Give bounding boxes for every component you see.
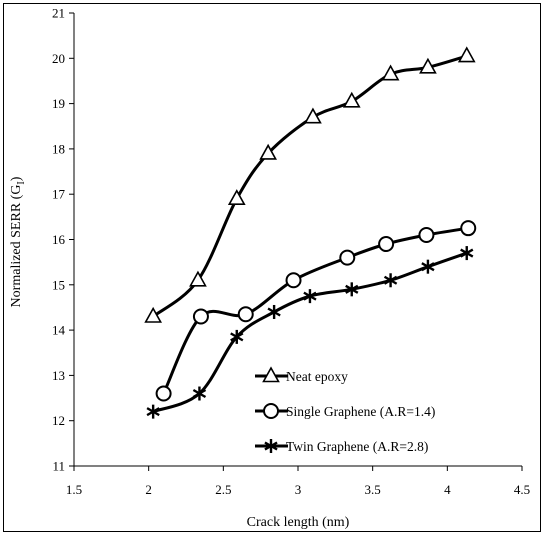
legend-marker [264, 439, 278, 453]
y-axis-label: Normalized SERR (GI) [9, 176, 27, 307]
ticks: 11 12 13 14 15 16 17 18 19 20 21 1.5 2 2.5 3 3.5 4 4.5 [52, 6, 530, 498]
data-point [227, 189, 246, 206]
x-tick-label: 3 [295, 482, 302, 497]
series-triangle [144, 46, 476, 323]
x-tick-label: 4 [444, 482, 451, 497]
y-tick-label: 11 [52, 459, 65, 474]
y-tick-label: 18 [52, 141, 65, 156]
data-point [339, 249, 356, 266]
data-point [383, 273, 398, 288]
y-tick-label: 14 [52, 323, 66, 338]
data-point [378, 236, 395, 253]
legend-marker [263, 403, 279, 419]
data-point [419, 57, 437, 74]
legend: Neat epoxy Single Graphene (A.R=1.4) Twin … [255, 366, 435, 454]
data-point [303, 289, 317, 304]
legend-label: Neat epoxy [286, 369, 348, 384]
data-point [460, 246, 474, 261]
x-tick-label: 4.5 [514, 482, 530, 497]
y-tick-label: 15 [52, 277, 65, 292]
data-point [457, 46, 476, 63]
legend-item: Twin Graphene (A.R=2.8) [255, 439, 428, 454]
data-point [237, 306, 254, 323]
y-tick-label: 19 [52, 96, 65, 111]
legend-label: Single Graphene (A.R=1.4) [286, 404, 435, 419]
data-point [146, 404, 160, 419]
x-axis-label: Crack length (nm) [247, 515, 350, 530]
legend-item: Neat epoxy [255, 366, 348, 384]
data-point [342, 91, 361, 108]
data-point [267, 304, 281, 319]
data-point [144, 306, 163, 323]
x-tick-label: 3.5 [365, 482, 381, 497]
y-axis-label-sub: I [16, 181, 27, 184]
y-axis-label-close: ) [9, 176, 24, 181]
x-tick-label: 2 [145, 482, 152, 497]
y-tick-label: 20 [52, 51, 65, 66]
data-point [421, 259, 435, 274]
data-point [192, 386, 207, 401]
series-layer [144, 46, 477, 419]
axes [73, 13, 522, 467]
data-point [189, 270, 207, 287]
legend-marker [262, 366, 280, 383]
data-point [460, 220, 477, 237]
series-star [146, 246, 474, 419]
y-tick-label: 17 [52, 187, 66, 202]
data-point [155, 385, 172, 402]
legend-label: Twin Graphene (A.R=2.8) [286, 439, 428, 454]
data-point [259, 143, 277, 160]
data-point [230, 329, 244, 344]
data-point [381, 64, 400, 81]
data-point [418, 226, 435, 243]
data-point [345, 282, 359, 297]
y-tick-label: 13 [52, 368, 65, 383]
legend-item: Single Graphene (A.R=1.4) [255, 403, 435, 419]
y-axis-label-main: Normalized SERR (G [9, 185, 24, 308]
data-point [304, 107, 322, 124]
data-point [192, 308, 209, 325]
series-circle [155, 220, 477, 402]
data-point [285, 272, 302, 289]
y-tick-label: 12 [52, 413, 65, 428]
y-tick-label: 16 [52, 232, 66, 247]
x-tick-label: 1.5 [66, 482, 82, 497]
y-tick-label: 21 [52, 6, 65, 21]
x-tick-label: 2.5 [215, 482, 231, 497]
